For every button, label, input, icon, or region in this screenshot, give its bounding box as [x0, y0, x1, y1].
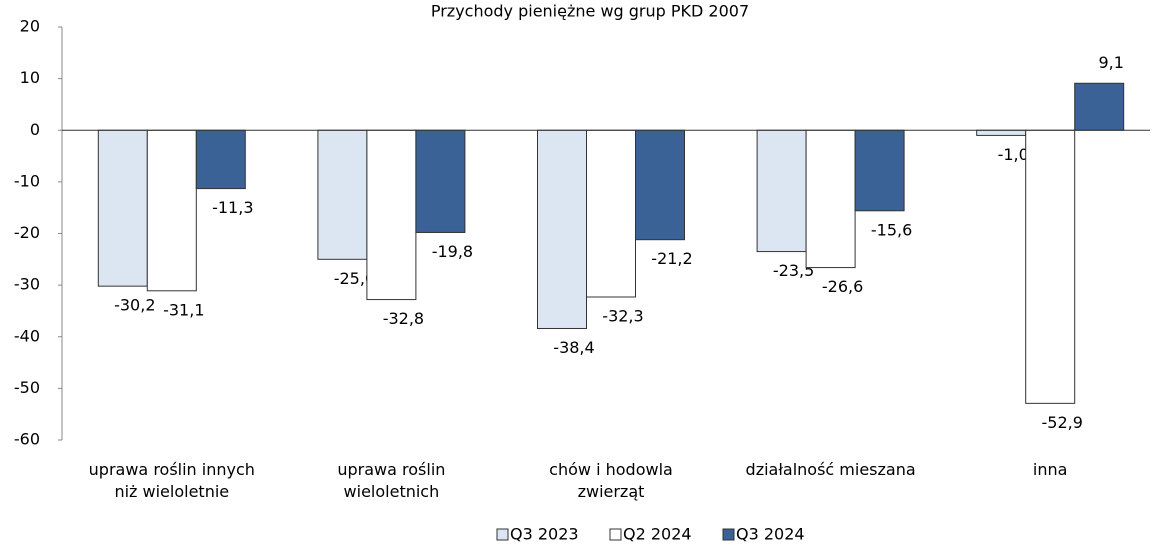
bar	[586, 129, 636, 298]
y-tick-label: 20	[20, 17, 40, 36]
value-label: -30,2	[114, 296, 155, 315]
bar	[976, 129, 1027, 136]
bar	[854, 129, 905, 212]
y-tick-label: -20	[14, 223, 40, 242]
bar	[756, 129, 807, 253]
legend-label: Q3 2023	[510, 525, 579, 544]
bar	[1074, 82, 1125, 131]
value-label: -25,0	[334, 269, 375, 288]
value-label: -32,8	[383, 309, 424, 328]
bar	[317, 129, 368, 260]
value-label: -15,6	[871, 220, 912, 239]
chart-title: Przychody pieniężne wg grup PKD 2007	[431, 2, 749, 21]
legend-swatch	[722, 528, 735, 541]
bar	[635, 129, 685, 241]
value-label: -32,3	[602, 306, 643, 325]
bar	[97, 129, 148, 287]
value-label: -11,3	[212, 198, 253, 217]
value-label: -23,5	[773, 261, 814, 280]
value-label: -21,2	[651, 249, 692, 268]
value-label: -31,1	[163, 300, 204, 319]
y-tick-label: -40	[14, 326, 40, 345]
bar	[195, 129, 246, 190]
y-tick-label: -30	[14, 275, 40, 294]
bar	[146, 129, 197, 292]
y-tick-label: -10	[14, 171, 40, 190]
bar	[805, 129, 856, 269]
x-tick-label: uprawa roślin innych niż wieloletnie	[89, 460, 255, 501]
bar	[1025, 129, 1076, 404]
x-tick-label: uprawa roślin wieloletnich	[337, 460, 445, 501]
y-tick-label: -50	[14, 378, 40, 397]
x-tick-label: inna	[1033, 460, 1068, 479]
x-tick-label: działalność mieszana	[746, 460, 916, 479]
value-label: -19,8	[432, 242, 473, 261]
x-tick-label: chów i hodowla zwierząt	[549, 460, 673, 501]
y-tick-label: 0	[30, 120, 40, 139]
bar	[415, 129, 466, 233]
value-label: -26,6	[822, 277, 863, 296]
legend-swatch	[496, 528, 509, 541]
y-tick-label: 10	[20, 68, 40, 87]
value-label: -1,0	[998, 145, 1029, 164]
value-label: -52,9	[1041, 413, 1082, 432]
bar	[366, 129, 417, 301]
value-label: -38,4	[553, 338, 594, 357]
legend-label: Q3 2024	[736, 525, 805, 544]
value-label: 9,1	[1098, 53, 1123, 72]
legend-label: Q2 2024	[623, 525, 692, 544]
bar	[537, 129, 587, 329]
y-tick-label: -60	[14, 430, 40, 449]
legend-swatch	[609, 528, 622, 541]
